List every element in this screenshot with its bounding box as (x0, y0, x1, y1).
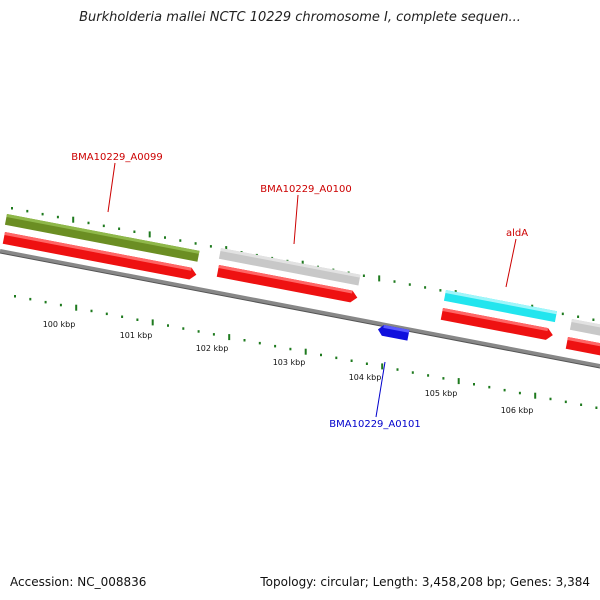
gene-label-alda[interactable]: aldA (506, 228, 528, 239)
cds-forward-arrow-3[interactable] (440, 308, 554, 341)
gene-label-a0100[interactable]: BMA10229_A0100 (260, 184, 351, 195)
lower-tick (396, 368, 399, 371)
lower-tick (350, 359, 353, 362)
scale-label-105kbp: 105 kbp (425, 389, 458, 398)
lower-tick (14, 295, 16, 298)
lower-tick-track (14, 295, 598, 409)
gene-cyan-bar[interactable] (443, 290, 557, 323)
genome-summary-text: Topology: circular; Length: 3,458,208 bp… (260, 575, 590, 589)
scale-label-101kbp: 101 kbp (120, 331, 153, 340)
upper-tick (41, 212, 44, 216)
lower-tick (411, 371, 414, 374)
scale-label-103kbp: 103 kbp (273, 358, 306, 367)
upper-tick (362, 274, 365, 277)
gene-label-a0099[interactable]: BMA10229_A0099 (71, 152, 162, 163)
upper-tick (102, 224, 105, 228)
lower-tick (243, 339, 246, 342)
upper-tick (72, 216, 75, 223)
scale-label-102kbp: 102 kbp (196, 344, 229, 353)
leader-line-a0101 (375, 361, 386, 418)
lower-tick (105, 312, 108, 316)
gene-label-a0101[interactable]: BMA10229_A0101 (329, 419, 420, 430)
upper-tick (133, 230, 136, 233)
lower-tick (258, 341, 261, 345)
lower-tick (121, 315, 124, 318)
lower-tick (427, 374, 430, 377)
cds-reverse-arrow[interactable] (377, 324, 410, 341)
upper-tick (393, 280, 396, 283)
lower-tick (564, 400, 567, 404)
upper-tick (209, 245, 212, 248)
lower-tick (167, 324, 169, 327)
gene-olive-bar[interactable] (4, 214, 200, 262)
upper-tick (118, 227, 121, 230)
upper-tick (148, 231, 151, 238)
lower-tick (59, 303, 62, 307)
upper-tick (439, 289, 442, 292)
cds-forward-arrow-1[interactable] (2, 232, 198, 281)
lower-tick (381, 363, 384, 370)
upper-tick (179, 239, 182, 242)
lower-tick (44, 300, 47, 304)
scale-label-106kbp: 106 kbp (501, 406, 534, 415)
upper-tick (87, 221, 90, 225)
upper-tick (26, 209, 29, 213)
lower-tick (136, 318, 139, 321)
lower-tick (534, 392, 537, 399)
scale-label-100kbp: 100 kbp (43, 320, 76, 329)
lower-tick (457, 378, 460, 385)
lower-tick (442, 377, 445, 380)
lower-tick (228, 334, 231, 341)
chromosome-backbone-shadow (0, 252, 600, 369)
upper-tick (56, 215, 59, 219)
lower-tick (274, 344, 277, 348)
lower-tick (90, 309, 93, 313)
cds-forward-arrow-2[interactable] (216, 265, 359, 304)
lower-tick (304, 348, 307, 355)
upper-tick (11, 207, 13, 210)
upper-tick (577, 315, 580, 318)
lower-tick (365, 362, 368, 365)
lower-tick (75, 304, 78, 311)
upper-tick (424, 286, 427, 289)
upper-tick (194, 242, 197, 245)
lower-tick (503, 388, 506, 392)
lower-tick (580, 403, 583, 406)
map-title: Burkholderia mallei NCTC 10229 chromosom… (79, 10, 521, 25)
cds-forward-arrow-edge[interactable] (565, 337, 600, 357)
upper-tick (408, 283, 411, 286)
lower-tick (212, 333, 215, 336)
lower-tick (197, 330, 200, 333)
upper-tick (378, 275, 381, 282)
chromosome-backbone (0, 249, 600, 368)
lower-tick (289, 347, 292, 351)
leader-line-a0100 (293, 194, 299, 245)
upper-tick (592, 318, 595, 321)
gene-gray-bar[interactable] (218, 248, 361, 286)
scale-label-104kbp: 104 kbp (349, 373, 382, 382)
lower-tick (320, 353, 322, 357)
lower-tick (182, 327, 185, 330)
lower-tick (151, 319, 154, 326)
lower-tick (335, 356, 338, 360)
lower-tick (473, 383, 475, 386)
leader-line-alda (505, 238, 517, 288)
lower-tick (549, 397, 552, 401)
upper-tick (561, 312, 564, 316)
gene-gray-bar-edge[interactable] (569, 319, 600, 338)
lower-tick (29, 297, 32, 301)
lower-tick (488, 385, 491, 389)
leader-line-a0099 (107, 162, 116, 213)
accession-text: Accession: NC_008836 (10, 575, 147, 589)
lower-tick (595, 406, 598, 409)
upper-tick (164, 236, 166, 239)
lower-tick (518, 391, 521, 395)
